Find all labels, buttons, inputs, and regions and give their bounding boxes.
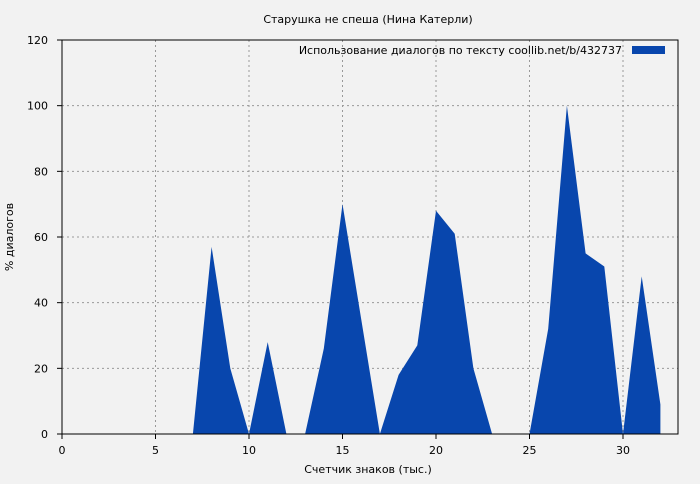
y-axis-label: % диалогов [3,203,16,271]
legend: Использование диалогов по тексту coollib… [299,44,665,57]
x-tick-label: 0 [59,444,66,457]
x-tick-label: 5 [152,444,159,457]
area-layer [62,105,661,435]
y-tick-label: 40 [34,297,48,310]
x-axis-label: Счетчик знаков (тыс.) [304,463,432,476]
x-tick-label: 30 [616,444,630,457]
y-tick-label: 80 [34,165,48,178]
y-tick-label: 60 [34,231,48,244]
legend-label: Использование диалогов по тексту coollib… [299,44,622,57]
x-tick-label: 15 [336,444,350,457]
y-tick-label: 20 [34,362,48,375]
y-tick-label: 120 [27,34,48,47]
ticks: 0 5 10 15 20 25 30 0 20 40 60 80 100 120 [27,34,630,457]
x-tick-label: 20 [429,444,443,457]
y-tick-label: 0 [41,428,48,441]
series-area [62,105,661,435]
legend-swatch [632,46,665,54]
x-tick-label: 10 [242,444,256,457]
chart-title: Старушка не спеша (Нина Катерли) [263,13,472,26]
y-tick-label: 100 [27,100,48,113]
x-tick-label: 25 [523,444,537,457]
